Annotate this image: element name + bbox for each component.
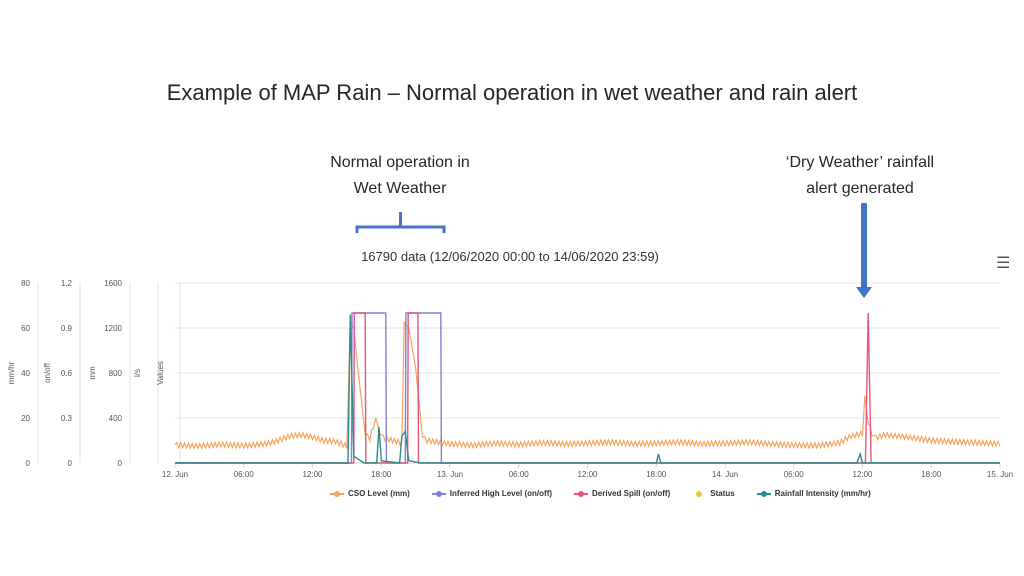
legend-label: Rainfall Intensity (mm/hr) [774,489,871,498]
legend-symbol-icon [756,490,771,498]
legend-label: CSO Level (mm) [348,489,410,498]
annotation-wet-weather-line2: Wet Weather [353,180,447,197]
x-tick-label: 15. Jun [987,470,1013,479]
y-tick-label: 1.2 [61,279,73,288]
chart-subtitle: 16790 data (12/06/2020 00:00 to 14/06/20… [361,249,659,264]
annotation-wet-weather: Normal operation in Wet Weather [290,150,510,202]
y-axis-title: l/s [133,369,142,377]
legend-dot [334,490,340,497]
x-tick-label: 18:00 [646,470,667,479]
y-axis-title: mm [88,366,97,380]
y-tick-label: 80 [21,279,30,288]
y-tick-label: 0 [118,459,123,468]
legend-symbol-icon [574,490,589,498]
x-tick-label: 12. Jun [162,470,188,479]
legend-dot [696,490,703,497]
legend-label: Inferred High Level (on/off) [449,489,553,498]
series-line-rainfall-intensity [175,314,1000,464]
y-tick-label: 0 [26,459,31,468]
annotation-rainfall-alert-line1: ‘Dry Weather’ rainfall [785,154,935,171]
legend-dot [760,490,767,497]
y-tick-label: 0.9 [61,324,73,333]
legend-dot [435,490,442,497]
x-tick-label: 06:00 [509,470,530,479]
y-tick-label: 800 [109,369,123,378]
series-line-derived-spill [175,312,1000,464]
legend-label: Derived Spill (on/off) [592,489,671,498]
x-tick-label: 12:00 [577,470,598,479]
x-tick-label: 18:00 [371,470,392,479]
x-tick-label: 18:00 [921,470,942,479]
y-tick-label: 40 [21,369,30,378]
legend-symbol-icon [692,490,706,498]
y-tick-label: 1600 [104,279,122,288]
y-tick-label: 1200 [104,324,122,333]
chart-series [174,312,1001,464]
y-tick-label: 60 [21,324,30,333]
y-tick-label: 0.3 [61,414,73,423]
slide-title: Example of MAP Rain – Normal operation i… [166,80,858,105]
legend-symbol-icon [330,490,344,498]
x-tick-label: 12:00 [302,470,323,479]
y-tick-label: 20 [21,414,30,423]
y-tick-label: 0.6 [61,369,73,378]
legend-item-cso-level[interactable]: CSO Level (mm) [330,489,410,498]
legend-item-inferred-high-level[interactable]: Inferred High Level (on/off) [431,489,553,498]
y-tick-label: 400 [109,414,123,423]
annotation-rainfall-alert-line2: alert generated [806,180,914,197]
x-tick-label: 14. Jun [712,470,738,479]
y-axis-title: mm/hr [7,361,16,384]
down-arrow [856,203,872,298]
annotation-wet-weather-line1: Normal operation in [330,154,470,171]
legend-item-status[interactable]: Status [692,489,735,498]
y-axis-title: on/off [43,362,52,383]
legend-item-derived-spill[interactable]: Derived Spill (on/off) [574,489,670,498]
hamburger-menu-icon[interactable]: ☰ [996,255,1011,272]
series-line-cso-level [174,320,1001,451]
brace-marker [355,212,446,233]
x-tick-label: 06:00 [784,470,805,479]
chart-x-axis: 12. Jun 06:00 12:00 18:00 13. Jun 06:00 12:00 1… [162,463,1013,479]
annotation-rainfall-alert: ‘Dry Weather’ rainfall alert generated [760,150,960,202]
chart-legend: CSO Level (mm) Inferred High Level (on/of… [330,489,871,498]
x-tick-label: 12:00 [852,470,873,479]
legend-label: Status [710,489,735,498]
y-axis-title: Values [156,361,165,385]
chart-y-axes: 80 60 40 20 0 mm/hr 1.2 0.9 0.6 0.3 0 on/off 1600 120… [7,279,181,468]
legend-dot [578,490,585,497]
x-tick-label: 13. Jun [437,470,463,479]
legend-item-rainfall-intensity[interactable]: Rainfall Intensity (mm/hr) [756,489,871,498]
legend-symbol-icon [431,490,446,498]
x-tick-label: 06:00 [234,470,255,479]
y-tick-label: 0 [68,459,73,468]
